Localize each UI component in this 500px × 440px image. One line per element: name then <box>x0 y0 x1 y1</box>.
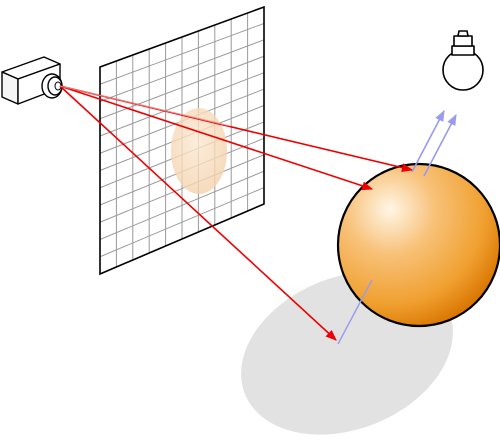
light-bulb-base <box>453 35 473 47</box>
grid-row-line <box>99 22 265 85</box>
shadow-ray-from-sphere-2 <box>423 114 457 177</box>
grid-row-line <box>99 154 265 223</box>
primary-ray-faint <box>59 85 231 127</box>
grid-row-line <box>99 72 265 137</box>
projected-sphere-spot <box>171 108 227 194</box>
grid-row-line <box>99 170 265 240</box>
shadow-ray-from-sphere-1 <box>411 110 445 173</box>
shadow-rays <box>337 110 457 345</box>
grid-row-line <box>99 187 265 258</box>
primary-ray-to-sphere-left <box>59 85 374 191</box>
light-bulb-globe <box>442 49 484 91</box>
light-bulb <box>442 30 484 91</box>
image-plane-border <box>99 5 265 276</box>
light-bulb-cap <box>457 30 469 37</box>
shadow-ray-from-floor <box>337 279 373 345</box>
camera <box>1 56 63 105</box>
sphere <box>336 162 500 328</box>
image-plane <box>99 5 265 276</box>
grid-row-line <box>99 39 265 102</box>
image-plane-grid-lines <box>99 13 265 267</box>
light-bulb-neck <box>451 45 475 56</box>
primary-ray-to-floor <box>59 85 337 341</box>
primary-rays <box>59 85 414 341</box>
